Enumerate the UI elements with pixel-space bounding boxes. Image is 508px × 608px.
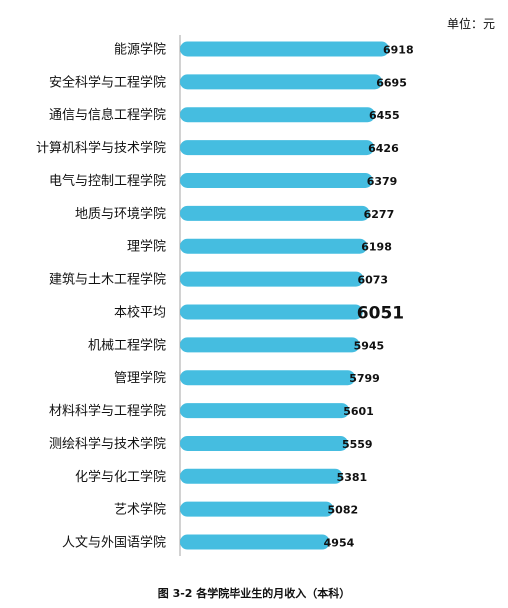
category-label-9: 机械工程学院 — [88, 337, 166, 353]
bar-0 — [180, 41, 389, 57]
value-label-3: 6426 — [368, 142, 399, 155]
bar-10 — [180, 370, 356, 386]
value-label-8: 6051 — [357, 303, 404, 323]
category-label-6: 理学院 — [127, 239, 166, 255]
value-label-10: 5799 — [349, 372, 380, 385]
bar-2 — [180, 107, 376, 123]
value-label-9: 5945 — [354, 339, 385, 352]
bar-7 — [180, 271, 364, 287]
bar-5 — [180, 205, 370, 221]
category-label-14: 艺术学院 — [114, 502, 166, 518]
bar-1 — [180, 74, 383, 90]
value-label-11: 5601 — [343, 405, 374, 418]
category-label-5: 地质与环境学院 — [75, 206, 166, 222]
value-label-5: 6277 — [364, 208, 395, 221]
bar-6 — [180, 238, 368, 254]
category-label-3: 计算机科学与技术学院 — [36, 140, 166, 156]
value-label-12: 5559 — [342, 438, 373, 451]
category-label-2: 通信与信息工程学院 — [49, 107, 166, 123]
bar-3 — [180, 140, 375, 156]
value-label-2: 6455 — [369, 109, 400, 122]
category-label-0: 能源学院 — [114, 42, 166, 58]
unit-label: 单位：元 — [447, 16, 495, 31]
bar-8 — [180, 304, 363, 320]
bar-9 — [180, 337, 360, 353]
bar-series — [180, 41, 389, 550]
value-label-4: 6379 — [367, 175, 398, 188]
category-label-12: 测绘科学与技术学院 — [49, 436, 166, 452]
category-label-15: 人文与外国语学院 — [62, 535, 166, 551]
category-label-8: 本校平均 — [114, 304, 166, 320]
value-labels: 6918 6695 6455 6426 6379 6277 6198 6073 6051 5945… — [324, 44, 414, 550]
category-label-4: 电气与控制工程学院 — [49, 173, 166, 189]
value-label-14: 5082 — [328, 504, 359, 517]
value-label-1: 6695 — [376, 76, 407, 89]
category-label-13: 化学与化工学院 — [75, 469, 166, 485]
value-label-6: 6198 — [361, 241, 392, 254]
category-label-11: 材料科学与工程学院 — [49, 403, 166, 419]
category-label-7: 建筑与土木工程学院 — [49, 272, 166, 288]
figure-caption: 图 3-2 各学院毕业生的月收入（本科） — [158, 586, 351, 600]
bar-11 — [180, 403, 350, 419]
bar-4 — [180, 172, 373, 188]
bar-15 — [180, 534, 330, 550]
value-label-7: 6073 — [357, 274, 388, 287]
value-label-15: 4954 — [324, 537, 355, 550]
category-labels: 能源学院安全科学与工程学院通信与信息工程学院计算机科学与技术学院电气与控制工程学… — [36, 42, 166, 551]
bar-14 — [180, 501, 334, 517]
value-label-0: 6918 — [383, 44, 414, 57]
bar-12 — [180, 435, 348, 451]
category-label-10: 管理学院 — [114, 370, 166, 386]
value-label-13: 5381 — [337, 471, 368, 484]
bar-13 — [180, 468, 343, 484]
category-label-1: 安全科学与工程学院 — [49, 74, 166, 90]
